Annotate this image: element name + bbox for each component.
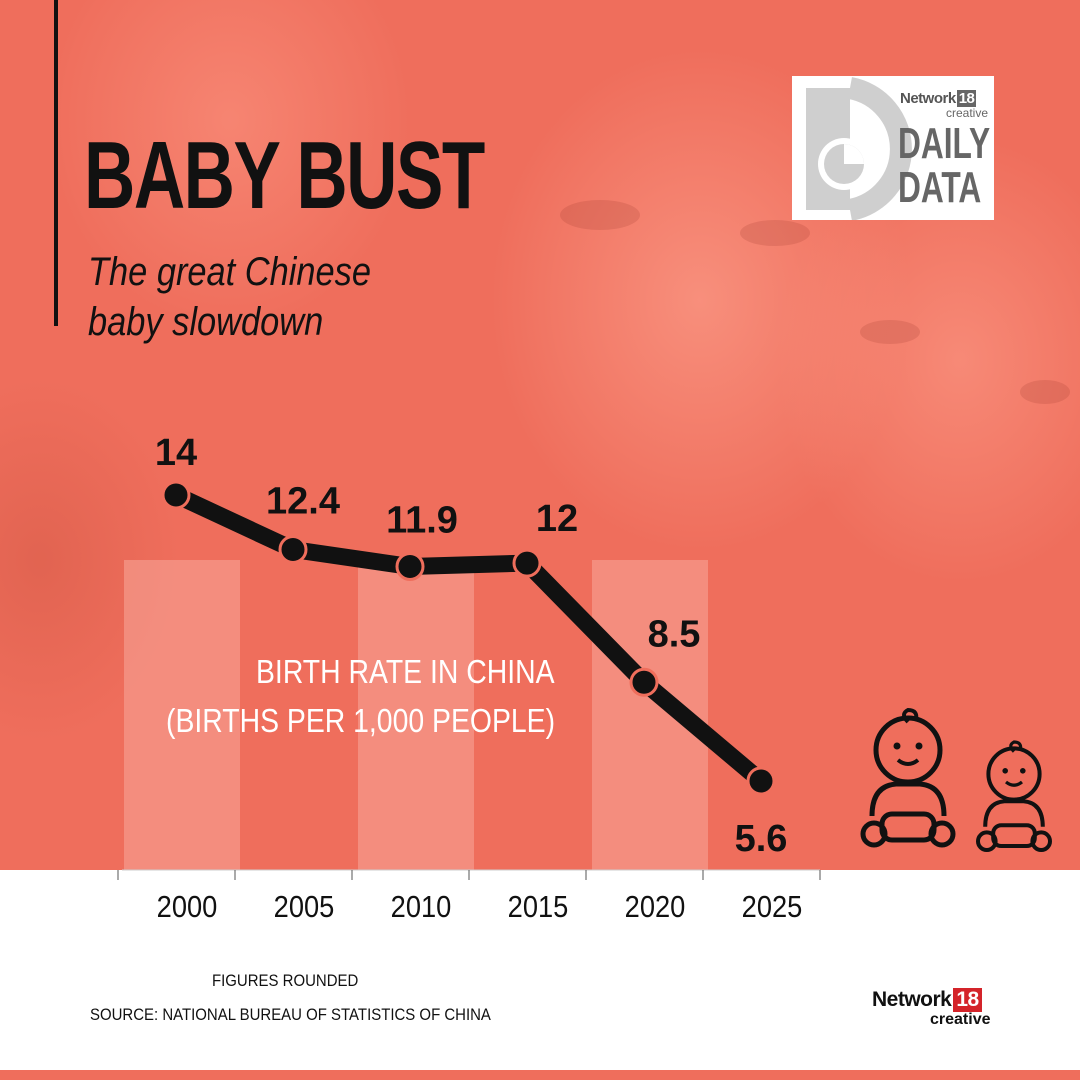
decorative-shadow: [1020, 380, 1070, 404]
data-label: 8.5: [648, 613, 701, 655]
page-title: BABY BUST: [84, 122, 485, 229]
logo-daily-text: DAILY: [898, 119, 991, 168]
decorative-shadow: [860, 320, 920, 344]
data-point: [746, 766, 776, 796]
logo-mark-icon: [806, 77, 912, 220]
chart-label-line-1: BIRTH RATE IN CHINA: [256, 653, 555, 690]
data-label: 14: [155, 432, 197, 474]
x-tick-label: 2025: [742, 890, 803, 924]
decorative-shadow: [740, 220, 810, 246]
column-band: [124, 560, 240, 870]
x-tick-label: 2005: [274, 890, 335, 924]
data-label: 12: [536, 498, 578, 540]
data-point: [395, 552, 425, 581]
network18-creative-text: creative: [930, 1011, 991, 1028]
data-point: [512, 548, 542, 578]
subtitle-line-2: baby slowdown: [88, 300, 324, 344]
subtitle-line-1: The great Chinese: [88, 250, 372, 294]
data-point: [278, 534, 308, 564]
logo-network-text: Network 18: [900, 90, 977, 107]
network18-logo: Network 18: [872, 988, 982, 1012]
source-note: SOURCE: NATIONAL BUREAU OF STATISTICS OF…: [90, 1005, 491, 1024]
data-label: 12.4: [266, 480, 340, 522]
x-tick-label: 2020: [625, 890, 686, 924]
data-label: 5.6: [735, 818, 788, 860]
title-rule: [54, 0, 58, 326]
series-line: [167, 486, 770, 790]
bottom-strip: [0, 1070, 1080, 1080]
logo-creative-text: creative: [946, 106, 989, 120]
data-point: [161, 480, 191, 510]
x-tick-label: 2015: [508, 890, 569, 924]
data-point: [629, 667, 659, 697]
baby-icon: [975, 740, 1053, 853]
figures-rounded-note: FIGURES ROUNDED: [212, 971, 359, 990]
data-label: 11.9: [386, 500, 458, 542]
x-tick-label: 2000: [157, 890, 218, 924]
x-tick-label: 2010: [391, 890, 452, 924]
baby-icon: [860, 707, 956, 848]
column-band: [358, 560, 474, 870]
chart-label-line-2: (BIRTHS PER 1,000 PEOPLE): [166, 702, 556, 739]
logo-data-text: DATA: [898, 163, 982, 212]
decorative-shadow: [560, 200, 640, 230]
